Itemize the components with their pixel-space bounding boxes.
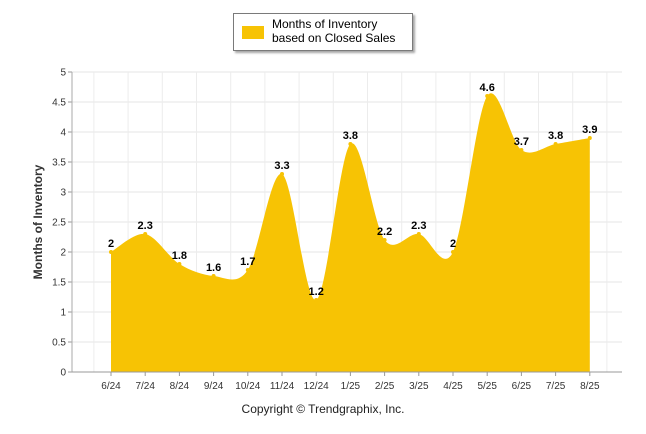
data-label: 2 (450, 238, 456, 250)
y-tick-label: 1.5 (52, 278, 66, 289)
x-tick-label: 9/24 (204, 381, 224, 392)
data-point (485, 94, 490, 98)
data-point (143, 232, 148, 236)
y-tick-label: 0 (60, 368, 66, 379)
x-tick-label: 8/24 (170, 381, 190, 392)
data-point (553, 142, 558, 146)
x-tick-label: 8/25 (580, 381, 600, 392)
x-tick-label: 1/25 (341, 381, 361, 392)
data-label: 3.7 (514, 136, 529, 148)
x-tick-label: 6/25 (512, 381, 532, 392)
data-label: 3.9 (582, 124, 597, 136)
data-point (519, 148, 524, 152)
x-tick-label: 7/24 (135, 381, 155, 392)
x-tick-label: 3/25 (409, 381, 429, 392)
data-label: 1.6 (206, 262, 221, 274)
data-point (109, 250, 113, 254)
x-tick-label: 11/24 (270, 381, 295, 392)
data-point (280, 172, 284, 176)
data-point (348, 142, 353, 146)
data-point (416, 232, 421, 236)
axes: 0 0.5 1 1.5 2 2.5 3 3.5 4 4.5 5 6/24 7/24 8/24 9/24 10/… (52, 68, 622, 392)
data-labels: 2 2.3 1.8 1.6 1.7 3.3 1.2 3.8 2.2 2.3 2 4.6 3.7 3.8 3.… (108, 82, 598, 298)
data-point (245, 268, 250, 272)
x-tick-label: 4/25 (443, 381, 463, 392)
area-fill (111, 93, 590, 372)
x-tick-label: 6/24 (101, 381, 121, 392)
data-point (211, 274, 216, 278)
y-tick-label: 4 (60, 128, 66, 139)
data-label: 3.8 (343, 130, 358, 142)
data-label: 2.3 (138, 220, 153, 232)
legend-label: Months of Inventory based on Closed Sale… (272, 17, 396, 45)
data-label: 2 (108, 238, 114, 250)
data-label: 3.8 (548, 130, 563, 142)
x-tick-label: 2/25 (375, 381, 395, 392)
data-point (314, 298, 319, 302)
y-tick-label: 2 (60, 248, 66, 259)
x-tick-label: 7/25 (546, 381, 566, 392)
data-point (587, 136, 592, 140)
y-tick-label: 0.5 (52, 338, 66, 349)
legend: Months of Inventory based on Closed Sale… (233, 13, 413, 51)
data-label: 4.6 (480, 82, 495, 94)
data-label: 1.2 (309, 286, 324, 298)
y-tick-label: 4.5 (52, 98, 66, 109)
x-tick-label: 12/24 (304, 381, 329, 392)
y-tick-label: 1 (60, 308, 66, 319)
data-point (382, 238, 387, 242)
data-point (177, 262, 182, 266)
series-area (109, 93, 592, 372)
y-tick-label: 2.5 (52, 218, 66, 229)
copyright-text: Copyright © Trendgraphix, Inc. (241, 402, 405, 416)
data-label: 1.8 (172, 250, 187, 262)
data-label: 2.2 (377, 226, 392, 238)
data-label: 2.3 (411, 220, 426, 232)
y-tick-label: 3.5 (52, 158, 66, 169)
data-label: 1.7 (240, 256, 255, 268)
x-tick-label: 10/24 (235, 381, 260, 392)
y-tick-label: 3 (60, 188, 66, 199)
y-axis-title: Months of Inventory (31, 164, 45, 279)
x-tick-label: 5/25 (477, 381, 497, 392)
data-point (451, 250, 455, 254)
y-tick-label: 5 (60, 68, 66, 79)
data-label: 3.3 (274, 160, 289, 172)
legend-swatch (242, 26, 264, 39)
